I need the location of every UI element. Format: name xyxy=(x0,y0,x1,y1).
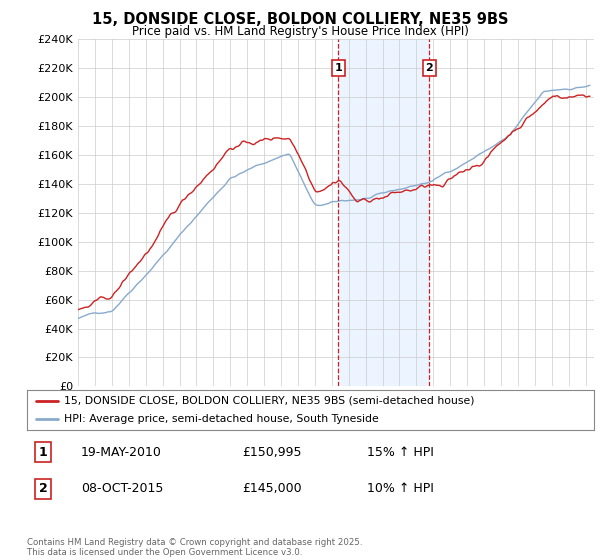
Text: 19-MAY-2010: 19-MAY-2010 xyxy=(81,446,162,459)
Text: Price paid vs. HM Land Registry's House Price Index (HPI): Price paid vs. HM Land Registry's House … xyxy=(131,25,469,38)
Text: 2: 2 xyxy=(425,63,433,73)
Text: 15, DONSIDE CLOSE, BOLDON COLLIERY, NE35 9BS: 15, DONSIDE CLOSE, BOLDON COLLIERY, NE35… xyxy=(92,12,508,27)
Bar xyxy=(338,39,430,386)
Text: 15, DONSIDE CLOSE, BOLDON COLLIERY, NE35 9BS (semi-detached house): 15, DONSIDE CLOSE, BOLDON COLLIERY, NE35… xyxy=(64,396,475,405)
Text: 1: 1 xyxy=(334,63,342,73)
Text: £150,995: £150,995 xyxy=(242,446,302,459)
Text: 08-OCT-2015: 08-OCT-2015 xyxy=(81,482,163,495)
Text: 10% ↑ HPI: 10% ↑ HPI xyxy=(367,482,434,495)
Text: Contains HM Land Registry data © Crown copyright and database right 2025.
This d: Contains HM Land Registry data © Crown c… xyxy=(27,538,362,557)
Text: 2: 2 xyxy=(38,482,47,495)
Text: 1: 1 xyxy=(38,446,47,459)
Text: HPI: Average price, semi-detached house, South Tyneside: HPI: Average price, semi-detached house,… xyxy=(64,414,379,424)
Text: £145,000: £145,000 xyxy=(242,482,302,495)
Text: 15% ↑ HPI: 15% ↑ HPI xyxy=(367,446,434,459)
